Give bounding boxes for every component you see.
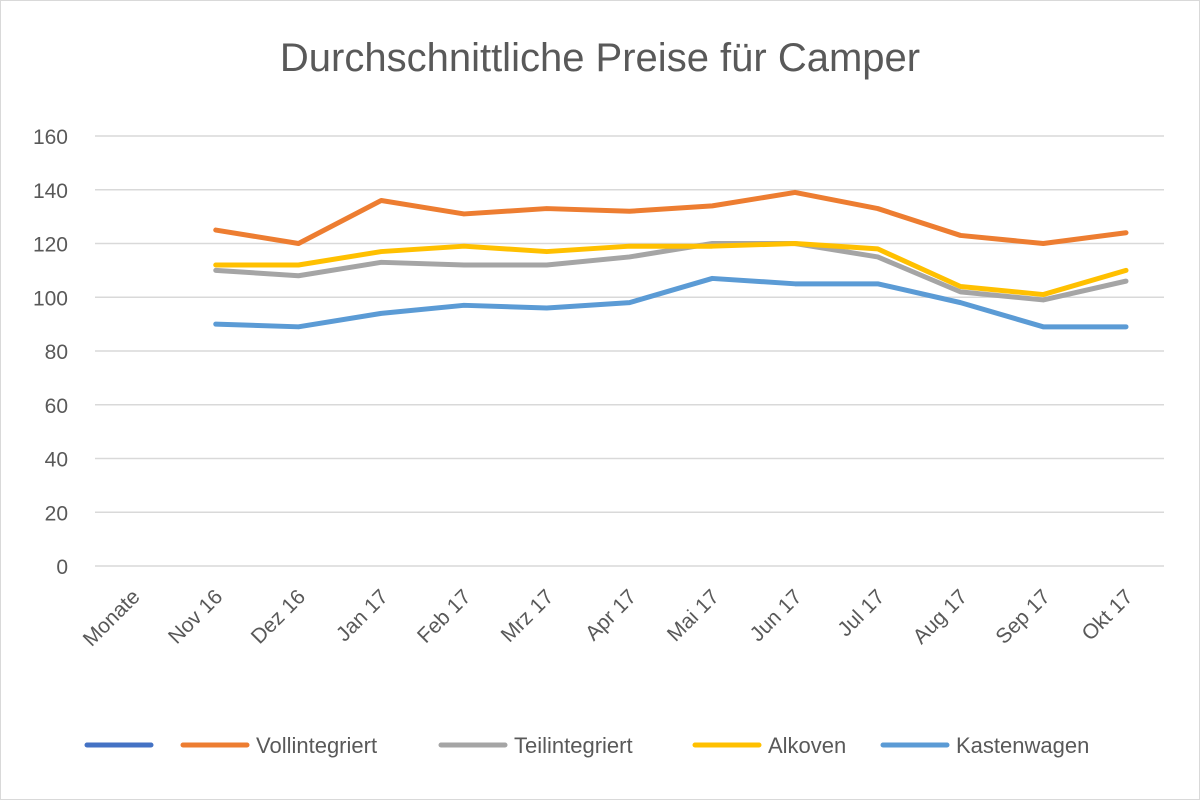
- x-tick-label: Jan 17: [332, 585, 393, 646]
- y-tick-label: 0: [56, 556, 68, 579]
- x-tick-label: Mrz 17: [497, 585, 559, 647]
- y-tick-label: 160: [33, 126, 68, 149]
- x-tick-label: Dez 16: [247, 585, 310, 648]
- chart-title: Durchschnittliche Preise für Camper: [279, 36, 921, 80]
- x-tick-label: Sep 17: [991, 585, 1054, 648]
- x-tick-label: Jul 17: [833, 585, 889, 641]
- y-tick-label: 120: [33, 234, 68, 257]
- x-tick-label: Okt 17: [1078, 585, 1138, 645]
- y-tick-label: 40: [45, 449, 68, 472]
- x-tick-label: Monate: [79, 585, 145, 651]
- series-line: [213, 241, 1129, 303]
- y-tick-label: 80: [45, 341, 68, 364]
- series-line: [213, 189, 1129, 246]
- series-line: [213, 241, 1129, 298]
- y-tick-label: 20: [45, 502, 68, 525]
- x-tick-label: Jun 17: [746, 585, 807, 646]
- series-line: [213, 275, 1129, 330]
- x-tick-label: Feb 17: [413, 585, 476, 648]
- legend-label: Kastenwagen: [956, 733, 1089, 758]
- x-tick-label: Nov 16: [164, 585, 227, 648]
- legend-label: Teilintegriert: [514, 733, 633, 758]
- y-tick-label: 140: [33, 180, 68, 203]
- y-tick-label: 100: [33, 287, 68, 310]
- x-tick-label: Apr 17: [581, 585, 641, 645]
- x-tick-label: Aug 17: [909, 585, 972, 648]
- x-tick-label: Mai 17: [663, 585, 724, 646]
- y-tick-label: 60: [45, 395, 68, 418]
- legend-label: Vollintegriert: [256, 733, 377, 758]
- legend-label: Alkoven: [768, 733, 846, 758]
